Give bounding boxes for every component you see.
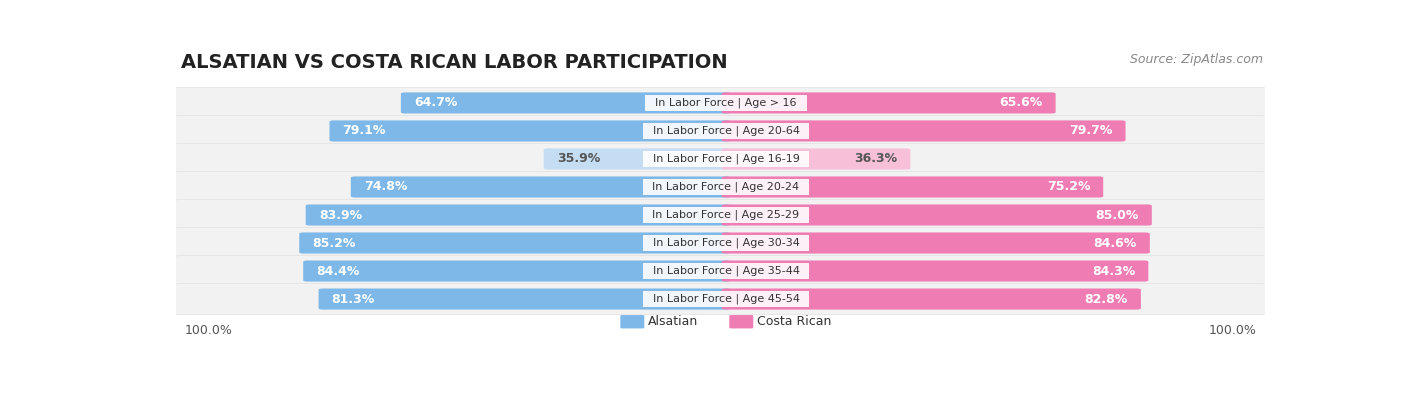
FancyBboxPatch shape bbox=[721, 233, 1150, 254]
FancyBboxPatch shape bbox=[173, 228, 1268, 258]
FancyBboxPatch shape bbox=[721, 120, 1126, 141]
Text: Alsatian: Alsatian bbox=[648, 315, 697, 328]
Text: 85.2%: 85.2% bbox=[312, 237, 356, 250]
Text: 36.3%: 36.3% bbox=[855, 152, 897, 166]
Text: 84.3%: 84.3% bbox=[1092, 265, 1135, 278]
Text: 100.0%: 100.0% bbox=[184, 324, 232, 337]
Text: 65.6%: 65.6% bbox=[1000, 96, 1042, 109]
FancyBboxPatch shape bbox=[721, 177, 1104, 198]
Text: Source: ZipAtlas.com: Source: ZipAtlas.com bbox=[1130, 53, 1263, 66]
FancyBboxPatch shape bbox=[173, 284, 1268, 314]
FancyBboxPatch shape bbox=[173, 171, 1268, 202]
FancyBboxPatch shape bbox=[173, 199, 1268, 230]
FancyBboxPatch shape bbox=[544, 149, 730, 169]
FancyBboxPatch shape bbox=[730, 315, 754, 328]
Text: In Labor Force | Age 25-29: In Labor Force | Age 25-29 bbox=[645, 210, 807, 220]
FancyBboxPatch shape bbox=[352, 177, 730, 198]
FancyBboxPatch shape bbox=[173, 88, 1268, 118]
FancyBboxPatch shape bbox=[299, 233, 730, 254]
FancyBboxPatch shape bbox=[305, 205, 730, 226]
Text: 79.7%: 79.7% bbox=[1069, 124, 1112, 137]
FancyBboxPatch shape bbox=[620, 315, 644, 328]
Text: 84.4%: 84.4% bbox=[316, 265, 360, 278]
FancyBboxPatch shape bbox=[721, 288, 1140, 310]
Text: 75.2%: 75.2% bbox=[1046, 181, 1090, 194]
FancyBboxPatch shape bbox=[173, 116, 1268, 147]
Text: In Labor Force | Age 20-24: In Labor Force | Age 20-24 bbox=[645, 182, 807, 192]
Text: 83.9%: 83.9% bbox=[319, 209, 361, 222]
Text: 84.6%: 84.6% bbox=[1094, 237, 1136, 250]
FancyBboxPatch shape bbox=[401, 92, 730, 113]
Text: 74.8%: 74.8% bbox=[364, 181, 408, 194]
Text: In Labor Force | Age 30-34: In Labor Force | Age 30-34 bbox=[645, 238, 807, 248]
FancyBboxPatch shape bbox=[721, 92, 1056, 113]
Text: 82.8%: 82.8% bbox=[1084, 293, 1128, 306]
Text: 100.0%: 100.0% bbox=[1209, 324, 1257, 337]
FancyBboxPatch shape bbox=[173, 256, 1268, 286]
Text: 79.1%: 79.1% bbox=[343, 124, 385, 137]
FancyBboxPatch shape bbox=[304, 260, 730, 282]
FancyBboxPatch shape bbox=[721, 205, 1152, 226]
Text: 64.7%: 64.7% bbox=[413, 96, 457, 109]
Text: ALSATIAN VS COSTA RICAN LABOR PARTICIPATION: ALSATIAN VS COSTA RICAN LABOR PARTICIPAT… bbox=[181, 53, 728, 73]
Text: In Labor Force | Age 45-54: In Labor Force | Age 45-54 bbox=[645, 294, 807, 304]
FancyBboxPatch shape bbox=[721, 260, 1149, 282]
FancyBboxPatch shape bbox=[329, 120, 730, 141]
Text: In Labor Force | Age 16-19: In Labor Force | Age 16-19 bbox=[645, 154, 807, 164]
FancyBboxPatch shape bbox=[721, 149, 910, 169]
FancyBboxPatch shape bbox=[319, 288, 730, 310]
Text: In Labor Force | Age > 16: In Labor Force | Age > 16 bbox=[648, 98, 804, 108]
Text: In Labor Force | Age 35-44: In Labor Force | Age 35-44 bbox=[645, 266, 807, 276]
Text: 81.3%: 81.3% bbox=[332, 293, 375, 306]
FancyBboxPatch shape bbox=[173, 143, 1268, 174]
Text: 85.0%: 85.0% bbox=[1095, 209, 1139, 222]
Text: Costa Rican: Costa Rican bbox=[756, 315, 831, 328]
Text: 35.9%: 35.9% bbox=[557, 152, 600, 166]
Text: In Labor Force | Age 20-64: In Labor Force | Age 20-64 bbox=[645, 126, 807, 136]
